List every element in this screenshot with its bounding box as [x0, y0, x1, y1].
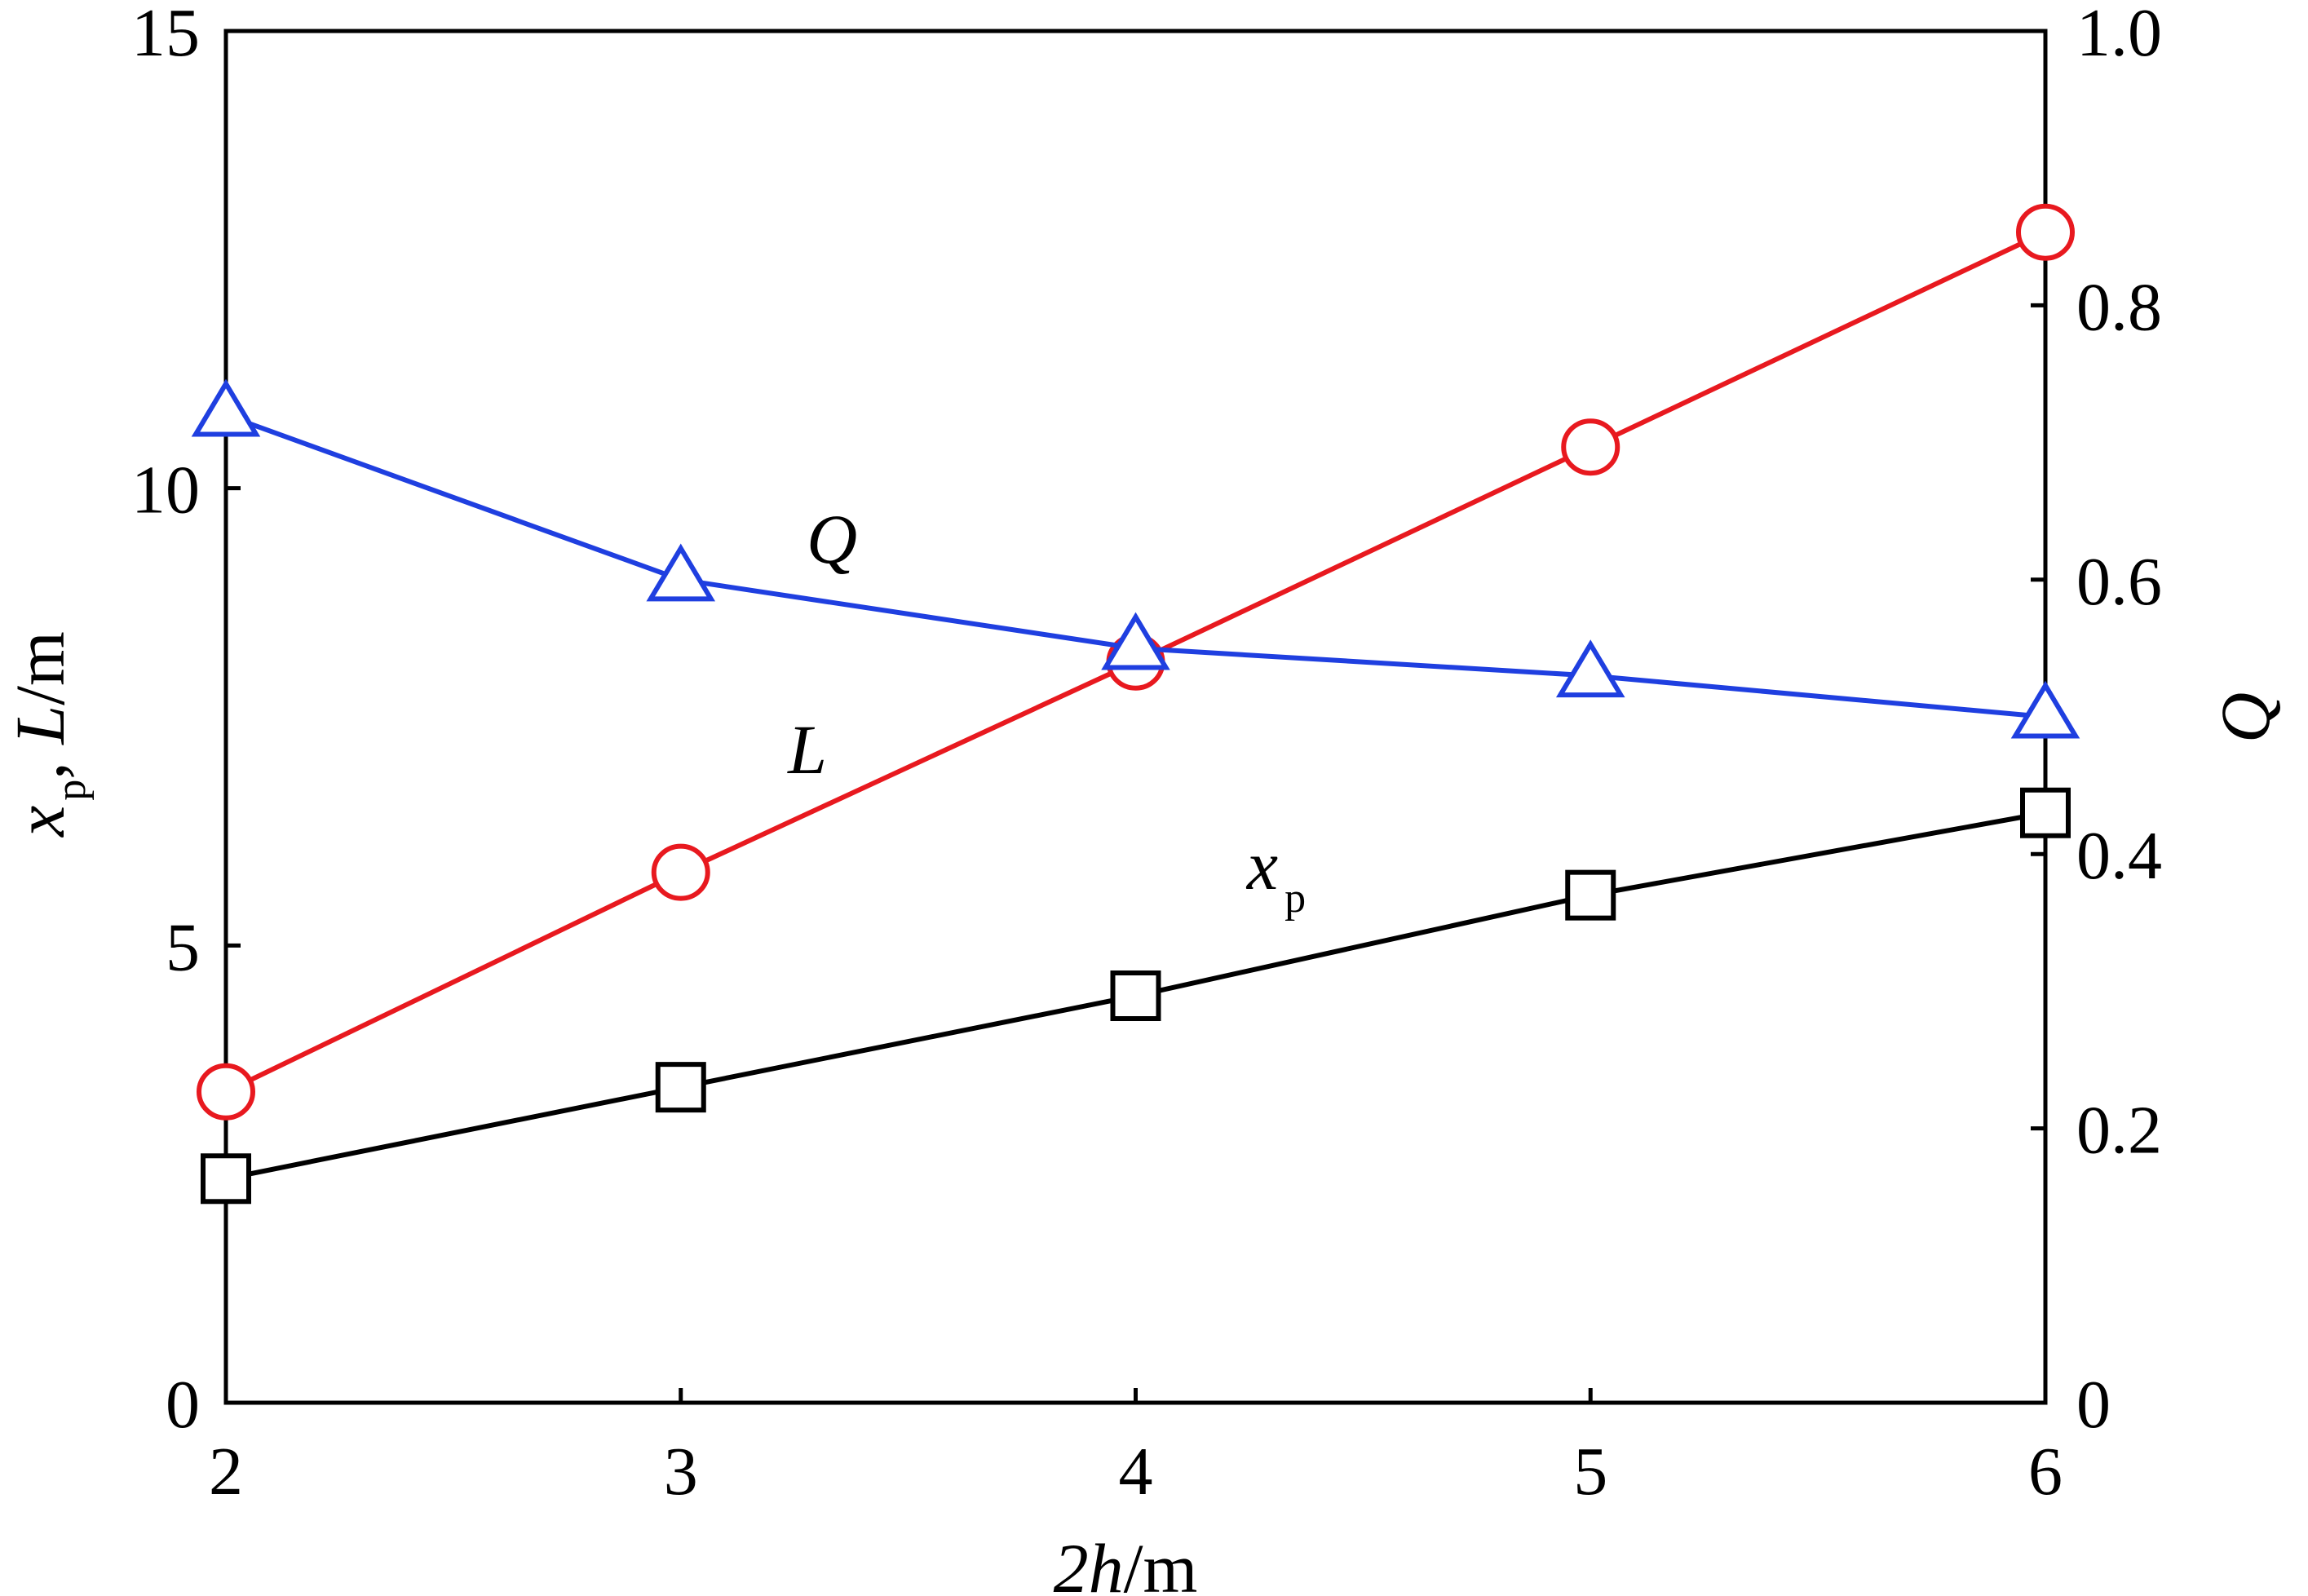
y-left-tick-label: 10: [131, 453, 200, 528]
series-layer: [191, 203, 2080, 1205]
y-left-tick-label: 0: [166, 1367, 200, 1443]
y-right-tick-label: 0.4: [2076, 818, 2162, 894]
y-left-label-sep: ,: [1, 745, 79, 780]
annotation-q: Q: [807, 500, 857, 578]
data-point-q: [191, 378, 261, 437]
x-axis-label-italic: 2h: [1054, 1529, 1124, 1596]
x-tick-label: 5: [1573, 1434, 1607, 1510]
y-axis-right-label: Q: [2206, 692, 2284, 743]
y-right-tick-label: 0.6: [2076, 544, 2162, 620]
data-point-q: [2010, 680, 2080, 739]
y-left-tick-label: 15: [131, 0, 200, 71]
x-tick-label: 3: [664, 1434, 698, 1510]
x-tick-label: 4: [1119, 1434, 1153, 1510]
x-tick-label: 2: [209, 1434, 243, 1510]
data-point-q: [646, 543, 716, 602]
data-point-l: [651, 843, 710, 901]
y-left-label-sub: p: [48, 780, 95, 801]
y-left-tick-label: 5: [166, 909, 200, 985]
x-tick-label: 6: [2028, 1434, 2063, 1510]
x-axis-label: 2h/m: [1054, 1529, 1198, 1596]
x-axis-label-unit: /m: [1124, 1529, 1198, 1596]
data-point-l: [2016, 203, 2075, 261]
annotation-l: L: [786, 710, 827, 789]
data-point-xp: [1565, 869, 1616, 921]
y-left-label-x: x: [1, 806, 79, 838]
annotation-xp-main: x: [1245, 826, 1278, 904]
data-point-q: [1555, 639, 1625, 698]
y-right-tick-label: 1.0: [2076, 0, 2162, 71]
data-point-l: [197, 1063, 255, 1121]
y-right-tick-label: 0.8: [2076, 269, 2162, 345]
data-point-xp: [655, 1062, 706, 1113]
annotation-xp-sub: p: [1284, 875, 1306, 922]
y-left-label-l: L: [1, 705, 79, 746]
y-right-tick-label: 0: [2076, 1367, 2111, 1443]
y-right-tick-label: 0.2: [2076, 1093, 2162, 1169]
data-point-xp: [201, 1153, 251, 1205]
y-axis-left-label: xp, L/m: [1, 631, 95, 838]
plot-frame: [223, 29, 2048, 1405]
data-point-xp: [1110, 970, 1161, 1022]
data-point-l: [1561, 418, 1620, 476]
data-point-q: [1101, 612, 1170, 670]
data-point-xp: [2020, 787, 2071, 838]
y-left-label-unit: /m: [1, 631, 79, 705]
